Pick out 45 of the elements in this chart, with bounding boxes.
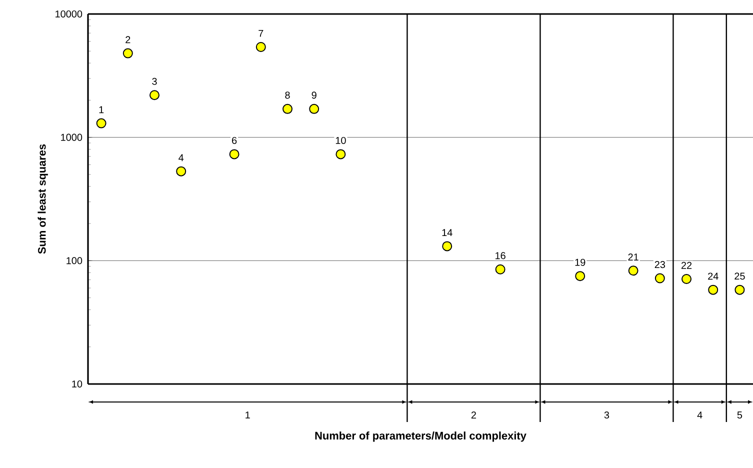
annotation: 7 — [258, 30, 264, 37]
point — [575, 271, 586, 282]
annotation: 21 — [628, 253, 638, 260]
annotation: 10 — [336, 136, 346, 144]
annotation: 23 — [654, 261, 666, 268]
y-tick-label: 10000 — [56, 10, 82, 18]
annotation: 22 — [681, 262, 692, 269]
point — [682, 274, 692, 284]
y-axis-title: Sum of least squares — [38, 144, 48, 254]
y-tick-label: 1000 — [61, 134, 82, 141]
annotation: 19 — [575, 258, 586, 266]
point — [708, 284, 718, 295]
point — [309, 104, 320, 114]
annotation: 14 — [442, 229, 452, 236]
point — [336, 149, 346, 160]
point — [256, 42, 266, 52]
point — [282, 104, 293, 114]
point — [628, 266, 638, 276]
text: 1 — [246, 412, 250, 418]
annotation: 16 — [496, 252, 506, 260]
y-tick-label: 100 — [66, 257, 82, 264]
text: 4 — [697, 412, 702, 418]
point — [229, 149, 240, 160]
point — [176, 166, 186, 176]
point — [122, 48, 133, 58]
annotation: 1 — [99, 106, 104, 114]
annotation: 4 — [178, 154, 184, 162]
annotation: 3 — [152, 78, 157, 85]
text: 3 — [604, 411, 610, 419]
point — [150, 90, 160, 100]
annotation: 8 — [285, 92, 290, 99]
y-tick-label: 10 — [72, 380, 82, 388]
text: 5 — [737, 412, 742, 418]
x-axis-title: Number of parameters/Model complexity — [315, 432, 526, 442]
point — [442, 241, 452, 252]
annotation: 6 — [232, 136, 237, 144]
point — [654, 273, 665, 284]
annotation: 2 — [126, 36, 130, 44]
point — [495, 264, 506, 274]
text: 2 — [471, 412, 476, 418]
annotation: 24 — [708, 272, 718, 280]
annotation: 9 — [312, 92, 316, 99]
point — [96, 118, 106, 128]
annotation: 25 — [734, 272, 745, 280]
point — [734, 284, 745, 295]
